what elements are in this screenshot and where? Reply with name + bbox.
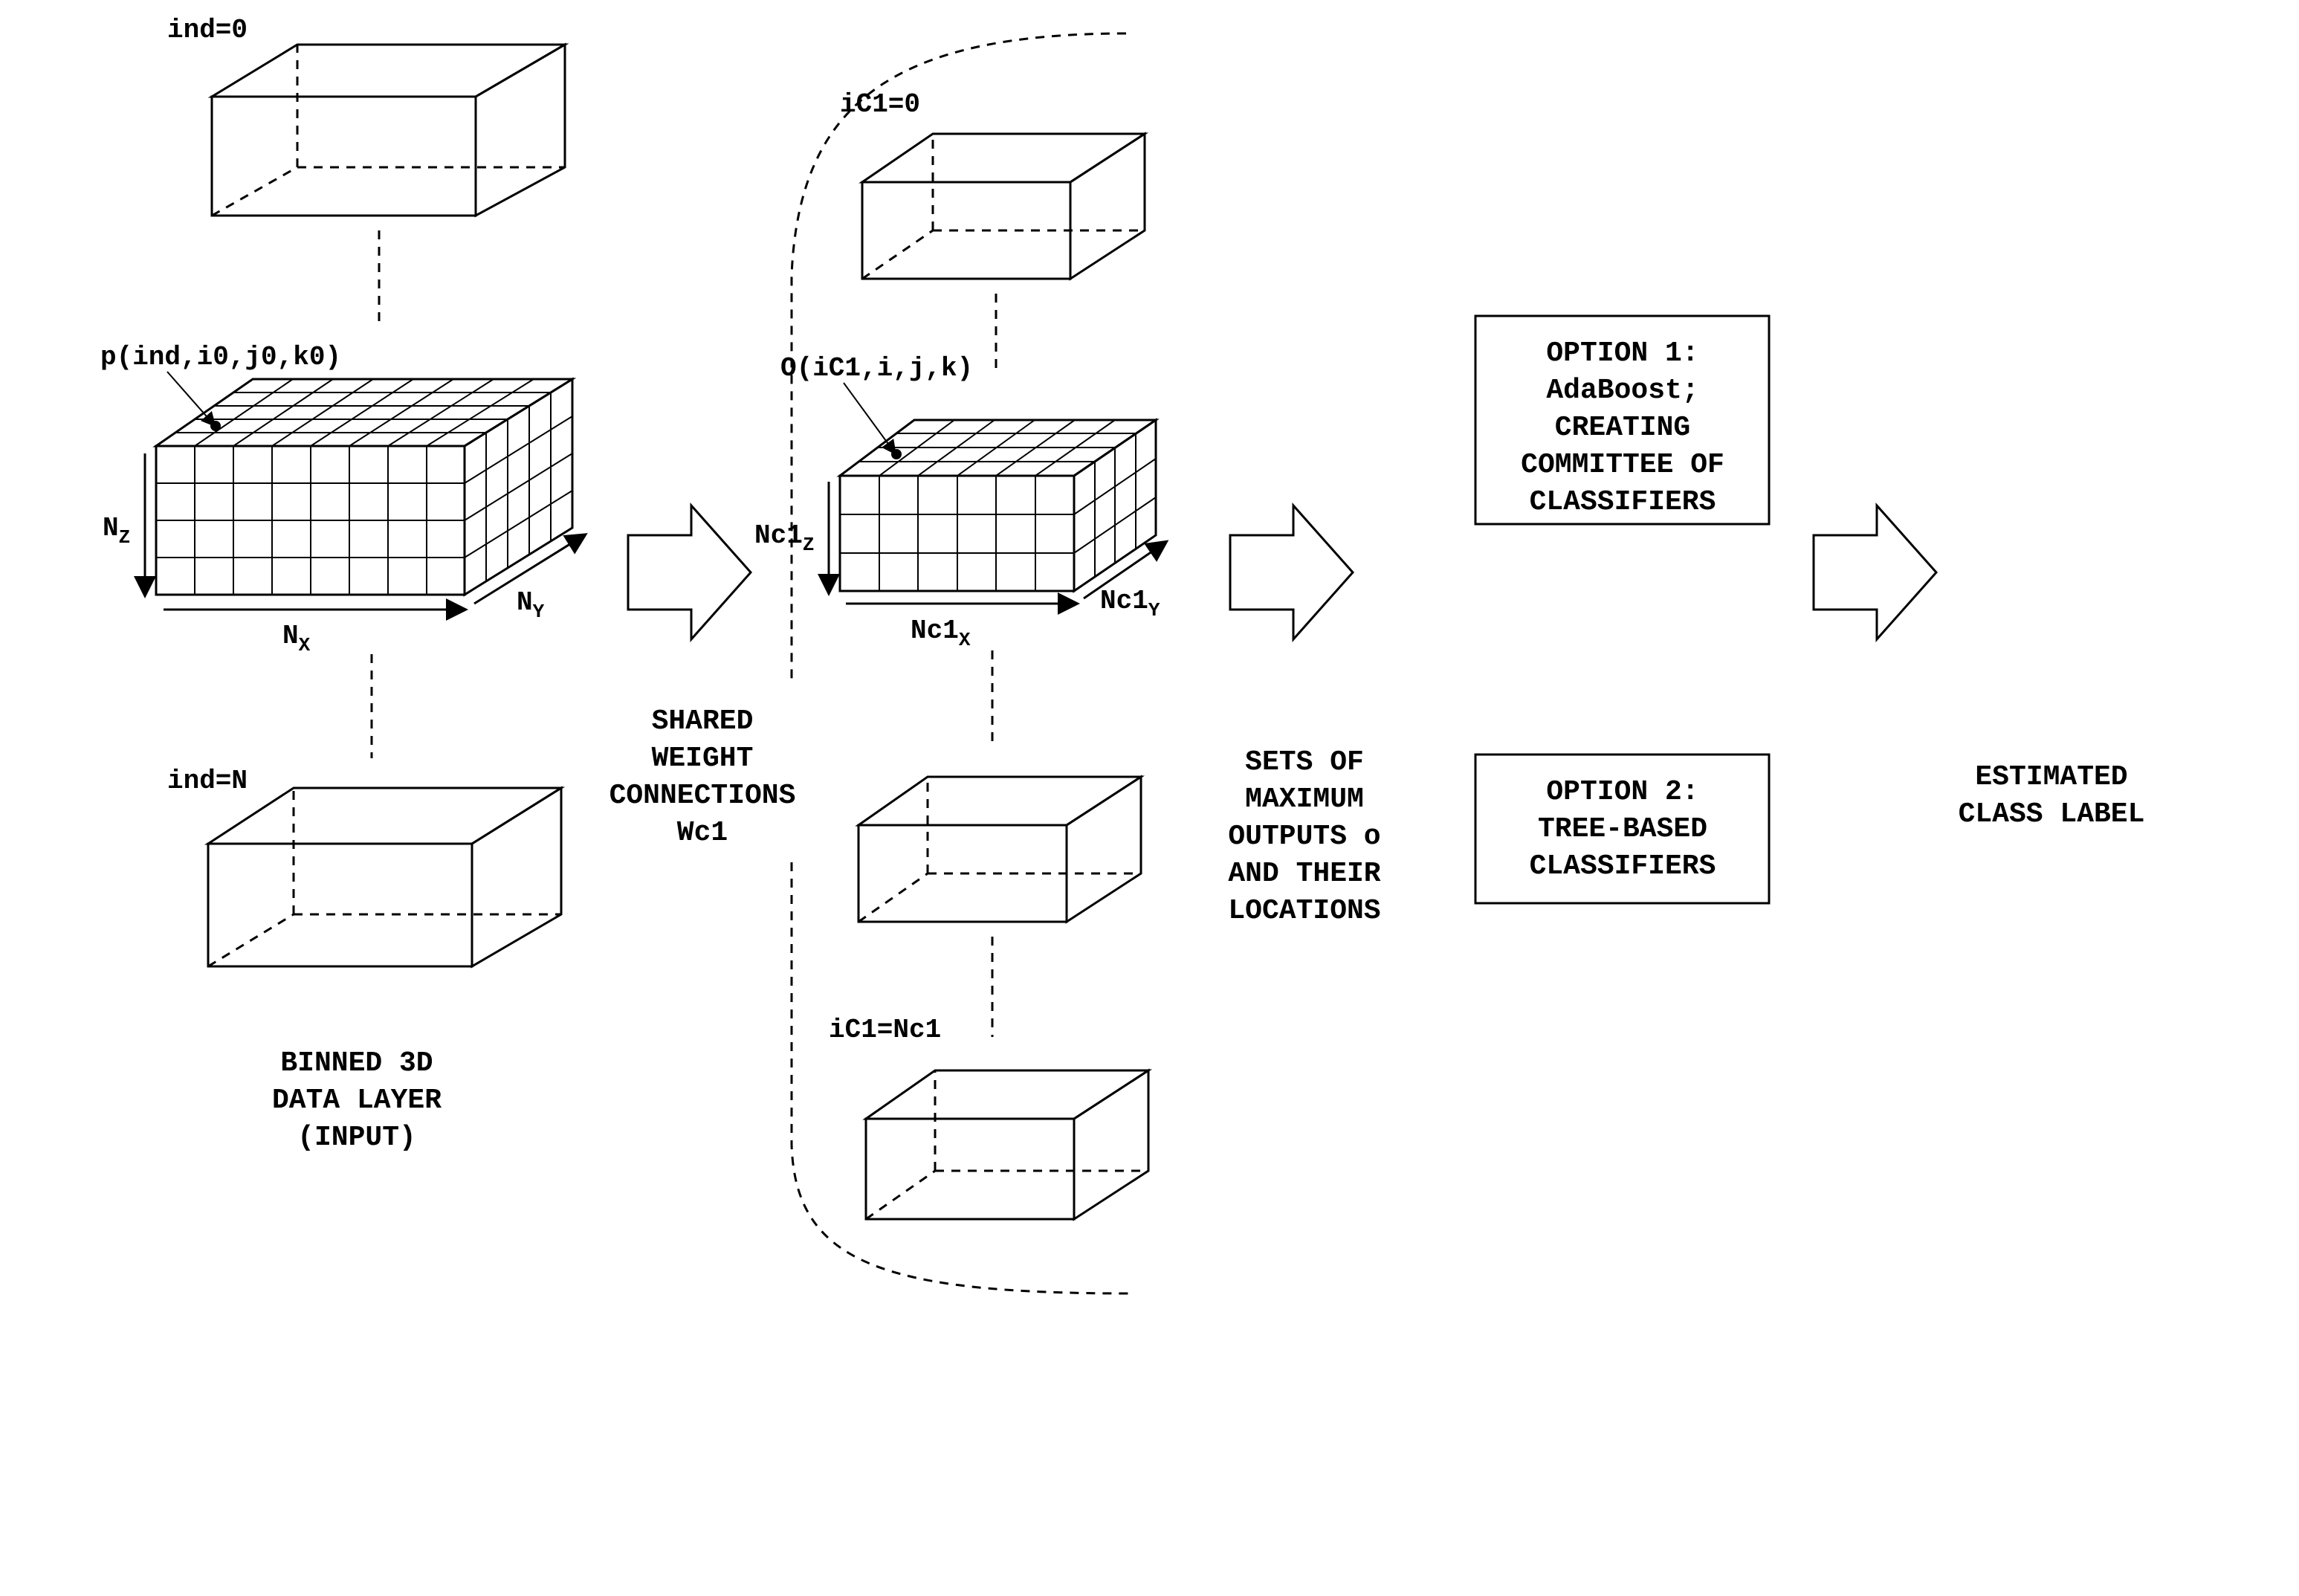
svg-text:Nc1X: Nc1X: [911, 616, 971, 651]
opt1-l2: AdaBoost;: [1546, 375, 1698, 407]
box-option1: OPTION 1: AdaBoost; CREATING COMMITTEE O…: [1475, 316, 1769, 524]
sets-l3: OUTPUTS o: [1228, 821, 1380, 853]
cube-iC1-N: [866, 1070, 1148, 1219]
binned-l2: DATA LAYER: [272, 1085, 442, 1117]
shared-l2: WEIGHT: [652, 743, 754, 775]
opt2-l2: TREE-BASED: [1538, 813, 1707, 845]
label-ind0: ind=0: [167, 15, 248, 45]
caption-estimated: ESTIMATED CLASS LABEL: [1959, 761, 2145, 830]
cube-ind0: [212, 45, 565, 216]
binned-l1: BINNED 3D: [280, 1047, 433, 1079]
svg-text:NZ: NZ: [103, 513, 130, 549]
axis-Nc1z-sub: Z: [803, 534, 815, 556]
diagram-svg: .st { stroke:#000; stroke-width:3; fill:…: [0, 0, 2299, 1596]
shared-l4: Wc1: [677, 817, 728, 849]
svg-text:Nc1Y: Nc1Y: [1100, 586, 1160, 621]
sets-l5: LOCATIONS: [1228, 895, 1380, 927]
axis-Nc1z: Nc1: [754, 520, 803, 551]
box-option2: OPTION 2: TREE-BASED CLASSIFIERS: [1475, 755, 1769, 903]
svg-text:NY: NY: [517, 587, 545, 623]
cube-gridded-right: [840, 420, 1156, 591]
opt1-l5: CLASSIFIERS: [1530, 486, 1716, 518]
est-l1: ESTIMATED: [1975, 761, 2127, 793]
label-O: O(iC1,i,j,k): [780, 353, 973, 384]
label-iC1-N: iC1=Nc1: [829, 1015, 941, 1045]
axis-Nx-sub: X: [299, 634, 311, 656]
cube-indN: [208, 788, 561, 966]
svg-text:Nc1Z: Nc1Z: [754, 520, 814, 556]
axis-Nc1y-sub: Y: [1148, 599, 1160, 621]
pointer-O: [844, 383, 892, 449]
axis-Ny-sub: Y: [533, 601, 545, 623]
axis-Ny: N: [517, 587, 533, 618]
arrow-1: [628, 505, 751, 639]
opt2-l1: OPTION 2:: [1546, 776, 1698, 808]
axis-Nz: N: [103, 513, 119, 543]
sets-l2: MAXIMUM: [1245, 784, 1364, 815]
dashed-enclosure: [792, 33, 1130, 1293]
label-p: p(ind,i0,j0,k0): [100, 342, 341, 372]
sets-l1: SETS OF: [1245, 746, 1364, 778]
cube-iC1-0: [862, 134, 1145, 279]
axis-Nc1x: Nc1: [911, 616, 959, 646]
binned-l3: (INPUT): [297, 1122, 416, 1154]
opt1-l3: CREATING: [1555, 412, 1690, 444]
shared-l3: CONNECTIONS: [609, 780, 796, 812]
shared-l1: SHARED: [652, 705, 754, 737]
axis-Nc1x-sub: X: [959, 629, 971, 651]
opt2-l3: CLASSIFIERS: [1530, 850, 1716, 882]
cube-gridded-left: [156, 379, 572, 595]
sets-l4: AND THEIR: [1228, 858, 1380, 890]
axis-Nx: N: [282, 621, 299, 651]
pointer-p: [167, 372, 211, 421]
caption-binned: BINNED 3D DATA LAYER (INPUT): [272, 1047, 442, 1154]
svg-text:NX: NX: [282, 621, 311, 656]
caption-shared: SHARED WEIGHT CONNECTIONS Wc1: [609, 705, 796, 849]
arrow-2: [1230, 505, 1353, 639]
opt1-l1: OPTION 1:: [1546, 337, 1698, 369]
axis-Nz-sub: Z: [119, 526, 131, 549]
caption-sets: SETS OF MAXIMUM OUTPUTS o AND THEIR LOCA…: [1228, 746, 1380, 927]
opt1-l4: COMMITTEE OF: [1521, 449, 1724, 481]
arrow-3: [1814, 505, 1936, 639]
est-l2: CLASS LABEL: [1959, 798, 2145, 830]
label-iC1-0: iC1=0: [840, 89, 920, 120]
label-indN: ind=N: [167, 766, 248, 796]
axis-Nc1y: Nc1: [1100, 586, 1148, 616]
cube-right-3: [859, 777, 1141, 922]
